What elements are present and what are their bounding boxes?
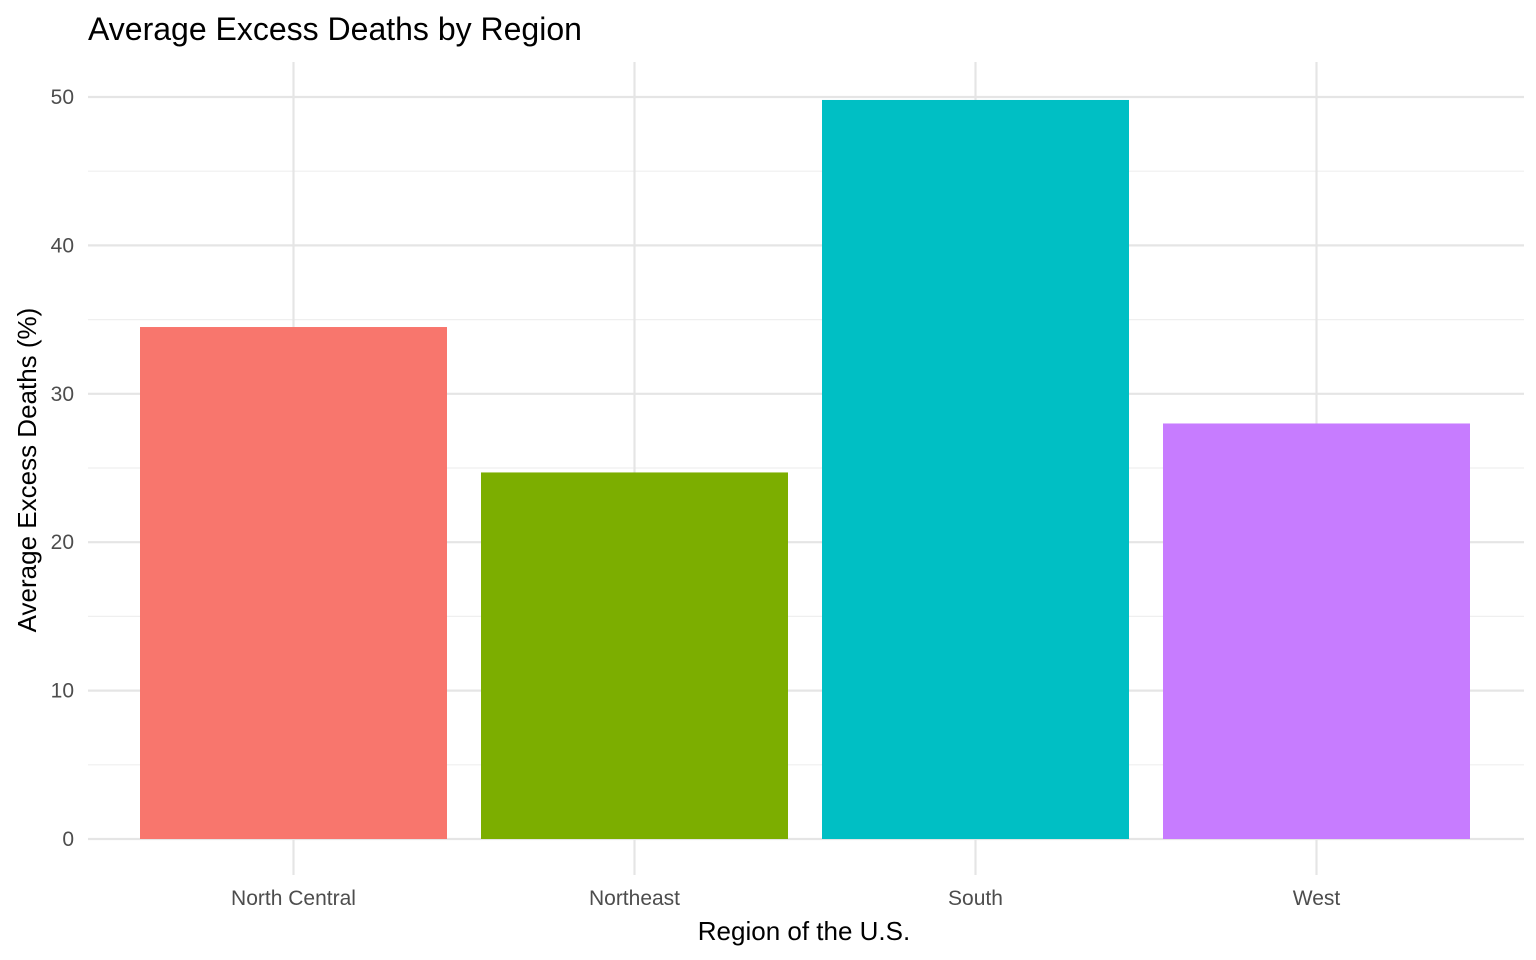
x-tick-label: South <box>948 887 1003 910</box>
y-tick-label: 30 <box>51 383 74 406</box>
y-tick-label: 50 <box>51 86 74 109</box>
x-axis-title: Region of the U.S. <box>698 916 910 946</box>
bar-northeast <box>481 472 788 839</box>
x-tick-label: Northeast <box>589 887 680 910</box>
y-tick-label: 20 <box>51 531 74 554</box>
bars <box>140 99 1470 839</box>
y-axis-title: Average Excess Deaths (%) <box>12 308 42 633</box>
bar-south <box>822 99 1129 839</box>
y-tick-label: 0 <box>62 828 74 851</box>
y-axis-ticks: 0 10 20 30 40 50 <box>51 86 74 851</box>
bar-west <box>1163 423 1470 839</box>
chart-title: Average Excess Deaths by Region <box>88 11 582 47</box>
x-tick-label: West <box>1293 887 1341 910</box>
y-tick-label: 40 <box>51 234 74 257</box>
y-tick-label: 10 <box>51 680 74 703</box>
x-axis-ticks: North Central Northeast South West <box>231 887 1340 910</box>
x-tick-label: North Central <box>231 887 356 910</box>
bar-north-central <box>140 327 447 839</box>
